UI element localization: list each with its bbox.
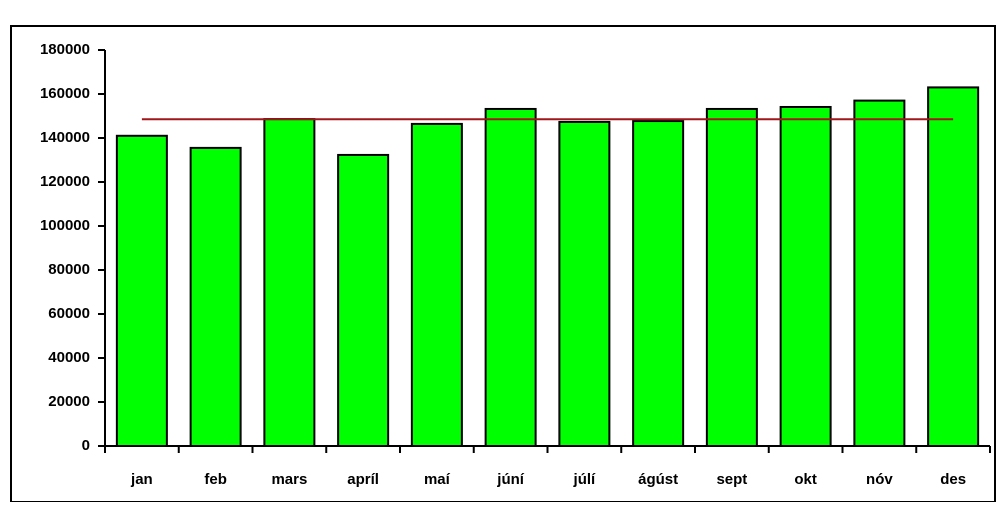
y-tick-label: 60000 (48, 305, 90, 322)
x-tick-label: feb (204, 471, 227, 488)
x-tick-label: ágúst (638, 471, 678, 488)
bar (853, 99, 906, 447)
bar (484, 107, 537, 448)
bar (410, 122, 463, 447)
bar (779, 105, 832, 447)
y-tick-label: 180000 (40, 41, 90, 58)
y-tick-label: 40000 (48, 349, 90, 366)
bar (115, 134, 168, 448)
x-tick-label: des (940, 471, 966, 488)
y-tick-label: 140000 (40, 129, 90, 146)
bar (927, 86, 980, 448)
y-tick-label: 0 (82, 437, 90, 454)
x-tick-label: júlí (573, 471, 596, 488)
x-tick-label: mars (271, 471, 307, 488)
bar (189, 146, 242, 447)
y-tick-label: 80000 (48, 261, 90, 278)
y-tick-label: 160000 (40, 85, 90, 102)
x-tick-label: okt (794, 471, 817, 488)
x-tick-label: nóv (866, 471, 893, 488)
bar (558, 120, 611, 447)
bar (263, 118, 316, 448)
x-tick-label: sept (716, 471, 747, 488)
y-tick-label: 120000 (40, 173, 90, 190)
bar (632, 120, 685, 447)
bar (337, 153, 390, 447)
y-tick-label: 100000 (40, 217, 90, 234)
bar (705, 107, 758, 448)
x-tick-label: apríl (347, 471, 379, 488)
x-tick-label: maí (424, 471, 451, 488)
y-tick-label: 20000 (48, 393, 90, 410)
x-tick-label: júní (496, 471, 524, 488)
x-tick-label: jan (130, 471, 153, 488)
